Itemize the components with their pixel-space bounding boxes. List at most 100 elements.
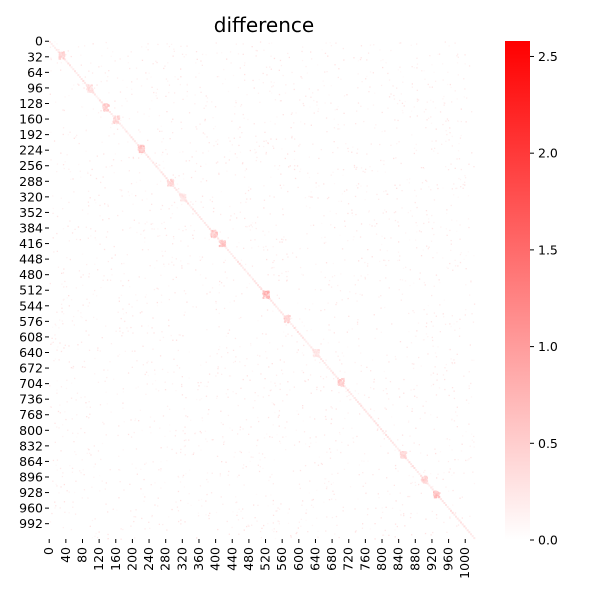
heatmap-cell [228,251,231,254]
heatmap-cell [309,106,311,108]
heatmap-cell [303,325,305,327]
heatmap-cell [85,226,87,228]
heatmap-cell [180,499,182,502]
heatmap-cell [183,408,185,410]
heatmap-cell [119,58,121,60]
heatmap-cell [140,149,142,151]
heatmap-cell [68,361,70,363]
heatmap-cell [431,64,433,66]
heatmap-cell [297,527,299,529]
heatmap-cell [386,193,388,195]
heatmap-cell [265,153,267,155]
heatmap-cell [245,466,247,468]
heatmap-cell [236,476,239,478]
heatmap-cell [86,88,88,91]
heatmap-cell [160,171,163,174]
heatmap-cell [133,520,135,523]
heatmap-cell [75,453,77,456]
heatmap-cell [296,341,298,343]
heatmap-cell [246,226,248,228]
heatmap-cell [315,186,317,188]
heatmap-cell [467,251,469,253]
heatmap-cell [204,430,207,432]
heatmap-cell [372,104,375,106]
heatmap-cell [402,444,404,446]
heatmap-cell [222,437,224,439]
heatmap-cell [168,45,171,48]
heatmap-cell [310,191,312,193]
heatmap-cell [90,228,92,230]
heatmap-cell [262,246,265,248]
heatmap-cell [219,346,221,348]
heatmap-cell [235,356,237,358]
heatmap-cell [234,337,237,340]
heatmap-cell [401,293,404,295]
heatmap-cell [185,293,187,295]
heatmap-cell [199,399,201,401]
heatmap-cell [218,173,220,175]
heatmap-cell [154,369,156,371]
heatmap-cell [259,466,261,468]
heatmap-cell [449,468,451,470]
heatmap-cell [218,326,220,328]
heatmap-cell [473,482,476,485]
heatmap-cell [212,232,214,235]
heatmap-cell [340,273,342,275]
heatmap-cell [250,224,252,226]
heatmap-cell [297,302,299,304]
heatmap-cell [285,449,287,451]
heatmap-cell [397,538,399,540]
heatmap-cell [386,435,389,438]
heatmap-cell [215,300,217,303]
heatmap-cell [393,212,395,214]
heatmap-cell [121,195,123,197]
heatmap-cell [87,448,89,450]
heatmap-cell [242,266,244,269]
heatmap-cell [398,289,400,291]
heatmap-cell [174,292,176,294]
heatmap-cell [180,199,183,202]
heatmap-cell [370,143,372,145]
heatmap-cell [299,266,302,269]
heatmap-cell [363,460,365,462]
heatmap-cell [343,385,346,388]
heatmap-cell [450,239,452,242]
heatmap-cell [469,515,471,517]
heatmap-cell [130,510,132,512]
heatmap-cell [416,98,419,100]
heatmap-cell [433,71,435,73]
heatmap-cell [335,42,337,44]
heatmap-cell [350,393,353,396]
heatmap-cell [410,482,412,485]
heatmap-cell [437,493,439,495]
heatmap-cell [74,513,77,515]
heatmap-cell [95,95,98,98]
heatmap-cell [238,474,240,476]
heatmap-cell [346,346,349,348]
heatmap-cell [301,336,304,339]
heatmap-cell [469,344,471,346]
heatmap-cell [460,108,462,110]
heatmap-cell [66,154,68,156]
heatmap-cell [104,380,106,382]
heatmap-cell [122,402,124,404]
heatmap-cell [186,90,188,93]
heatmap-cell [298,288,300,290]
heatmap-cell [172,236,175,238]
heatmap-cell [93,87,96,89]
heatmap-cell [277,348,279,350]
heatmap-cell [384,306,386,309]
heatmap-cell [296,351,298,354]
heatmap-cell [181,196,184,199]
heatmap-cell [312,349,315,352]
heatmap-cell [274,537,277,540]
heatmap-cell [175,276,177,278]
heatmap-cell [308,344,311,347]
heatmap-cell [357,148,359,150]
heatmap-cell [423,281,426,284]
heatmap-cell [263,524,265,527]
heatmap-cell [357,102,360,104]
heatmap-cell [221,239,224,242]
heatmap-cell [244,365,246,367]
heatmap-cell [330,174,332,176]
